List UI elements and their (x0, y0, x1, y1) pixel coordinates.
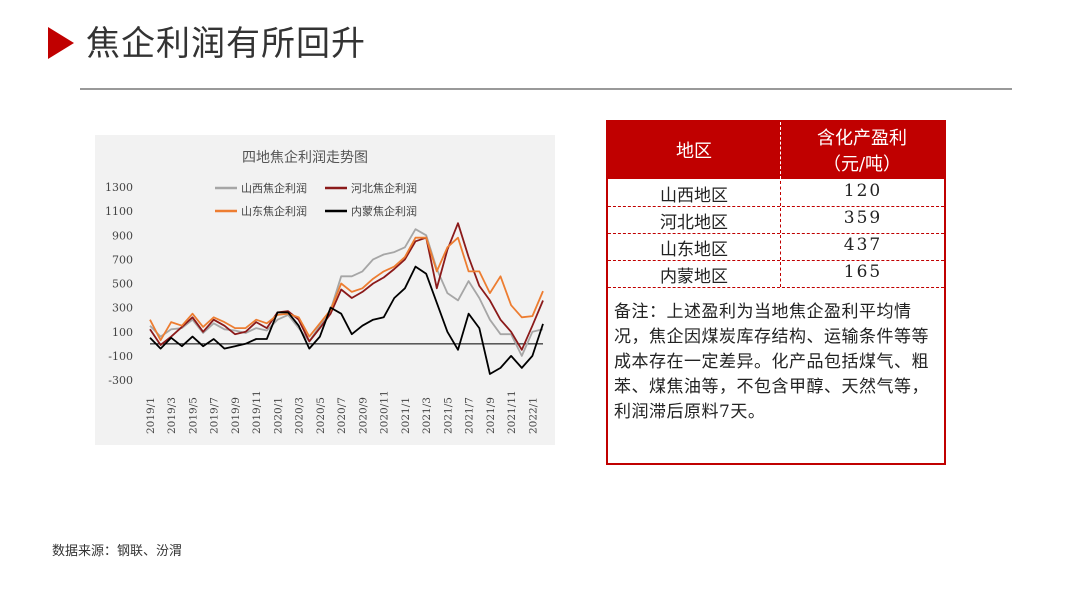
data-source: 数据来源：钢联、汾渭 (52, 544, 183, 559)
x-tick-label: 2019/3 (166, 397, 178, 434)
row-region: 山西地区 (660, 186, 728, 206)
series-line (149, 228, 544, 357)
x-tick-label: 2021/5 (442, 397, 454, 434)
series-line (149, 222, 544, 351)
row-region: 河北地区 (660, 213, 728, 233)
series-line (149, 265, 544, 375)
row-value: 120 (780, 181, 945, 206)
x-tick-label: 2019/7 (209, 397, 221, 434)
x-tick-label: 2021/9 (485, 397, 497, 434)
x-tick-label: 2020/11 (379, 390, 391, 434)
x-tick-label: 2020/1 (272, 397, 284, 434)
y-tick-label: 1300 (105, 181, 133, 194)
profit-table: 地区 含化产盈利 （元/吨） 山西地区 120 河北地区 359 山东地区 43… (606, 120, 946, 465)
y-tick-label: 100 (112, 326, 133, 339)
x-tick-label: 2019/5 (187, 397, 199, 434)
table-row: 河北地区 359 (608, 206, 944, 234)
x-tick-label: 2020/5 (315, 397, 327, 434)
x-tick-label: 2019/9 (230, 397, 242, 434)
series-line (149, 236, 544, 342)
table-note: 备注：上述盈利为当地焦企盈利平均情况，焦企因煤炭库存结构、运输条件等等成本存在一… (614, 302, 929, 422)
row-region: 内蒙地区 (660, 267, 728, 287)
y-tick-label: 1100 (105, 205, 133, 218)
title-divider (80, 88, 1012, 90)
header-profit: 含化产盈利 (817, 128, 907, 149)
table-row: 内蒙地区 165 (608, 260, 944, 288)
row-value: 165 (780, 262, 945, 287)
x-axis: 2019/1 2019/3 2019/5 2019/7 2019/9 2019/11 202… (145, 390, 539, 434)
row-value: 359 (780, 208, 945, 233)
y-tick-label: -100 (108, 350, 133, 363)
y-tick-label: 300 (112, 302, 133, 315)
x-tick-label: 2020/3 (294, 397, 306, 434)
x-tick-label: 2021/1 (400, 397, 412, 434)
legend-label: 山西焦企利润 (241, 181, 307, 195)
page-title: 焦企利润有所回升 (86, 24, 366, 64)
legend-label: 内蒙焦企利润 (351, 204, 417, 218)
row-value: 437 (780, 235, 945, 260)
y-axis: 1300 1100 900 700 500 300 100 -100 -300 (105, 181, 543, 387)
chart-title: 四地焦企利润走势图 (242, 149, 368, 166)
legend-label: 河北焦企利润 (351, 181, 417, 195)
x-tick-label: 2019/1 (145, 397, 157, 434)
x-tick-label: 2022/1 (527, 397, 539, 434)
table-header: 地区 含化产盈利 （元/吨） (608, 122, 944, 179)
header-region: 地区 (676, 141, 712, 162)
x-tick-label: 2020/7 (336, 397, 348, 434)
x-tick-label: 2020/9 (357, 397, 369, 434)
y-tick-label: 900 (112, 229, 133, 242)
x-tick-label: 2019/11 (251, 390, 263, 434)
title-arrow-icon (48, 27, 74, 59)
y-tick-label: 700 (112, 253, 133, 266)
header-separator (780, 122, 781, 179)
x-tick-label: 2021/7 (464, 397, 476, 434)
table-row: 山东地区 437 (608, 233, 944, 261)
legend-label: 山东焦企利润 (241, 204, 307, 218)
x-tick-label: 2021/3 (421, 397, 433, 434)
x-tick-label: 2021/11 (506, 390, 518, 434)
header-unit: （元/吨） (822, 154, 902, 175)
series-lines (149, 222, 544, 375)
row-region: 山东地区 (660, 240, 728, 260)
y-tick-label: -300 (108, 374, 133, 387)
table-row: 山西地区 120 (608, 179, 944, 207)
y-tick-label: 500 (112, 278, 133, 291)
